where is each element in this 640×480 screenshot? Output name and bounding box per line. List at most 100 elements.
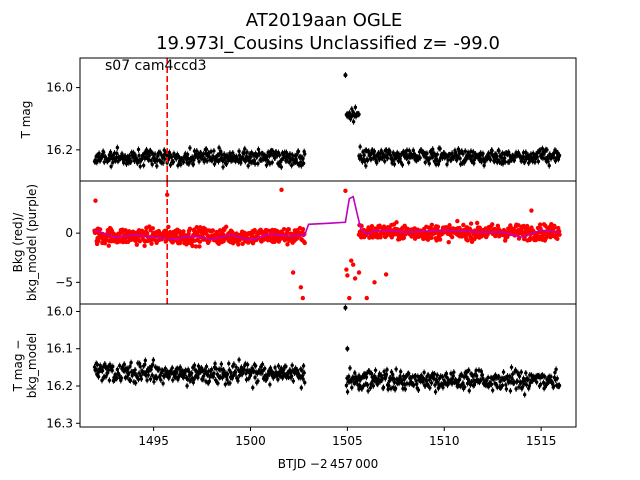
flux-point — [351, 120, 356, 124]
corrected-flux-point — [384, 372, 389, 377]
corrected-flux-point — [517, 385, 521, 389]
flux-point — [279, 165, 284, 169]
corrected-flux-point — [422, 370, 426, 375]
corrected-flux-point — [467, 389, 471, 393]
bkg-model-line — [94, 195, 560, 241]
flux-point — [136, 147, 141, 152]
bkg-point — [533, 237, 539, 243]
corrected-flux-point — [300, 374, 305, 378]
corrected-flux-point — [343, 305, 348, 310]
bkg-point — [378, 235, 383, 240]
corrected-flux-point — [519, 370, 523, 374]
x-tick-label: 1505 — [332, 434, 363, 448]
corrected-flux-point — [433, 390, 438, 394]
corrected-flux-point — [451, 374, 455, 378]
corrected-flux-point — [555, 376, 559, 381]
corrected-flux-point — [125, 366, 130, 371]
corrected-flux-point — [253, 375, 257, 380]
bkg-point — [252, 227, 257, 233]
corrected-flux-point — [203, 369, 208, 373]
corrected-flux-point — [444, 371, 449, 376]
corrected-flux-point — [474, 368, 478, 373]
corrected-flux-point — [152, 380, 156, 384]
corrected-flux-point — [364, 375, 369, 379]
flux-point — [450, 151, 454, 155]
corrected-flux-point — [369, 382, 373, 386]
bkg-point — [281, 227, 287, 232]
corrected-flux-point — [137, 361, 142, 366]
flux-point — [150, 162, 154, 167]
flux-point — [488, 158, 493, 162]
corrected-flux-point — [209, 367, 214, 372]
corrected-flux-point — [542, 374, 547, 379]
corrected-flux-point — [489, 382, 494, 387]
corrected-flux-point — [242, 368, 246, 372]
corrected-flux-point — [236, 379, 240, 383]
flux-point — [289, 163, 294, 168]
bkg-point — [97, 227, 103, 232]
flux-point — [365, 158, 370, 163]
corrected-flux-point — [480, 373, 485, 377]
corrected-flux-point — [522, 392, 527, 397]
corrected-flux-point — [115, 367, 120, 372]
corrected-flux-point — [127, 371, 131, 375]
corrected-flux-point — [416, 388, 421, 392]
corrected-flux-point — [387, 383, 391, 388]
corrected-flux-point — [461, 381, 465, 385]
flux-point — [155, 164, 159, 168]
flux-point — [379, 149, 383, 153]
corrected-flux-point — [445, 383, 450, 387]
flux-point — [362, 153, 366, 157]
x-tick-label: 1495 — [138, 434, 169, 448]
corrected-flux-point — [380, 376, 385, 381]
corrected-flux-point — [348, 366, 352, 370]
corrected-flux-point — [173, 375, 178, 379]
corrected-flux-point — [149, 367, 153, 372]
bkg-point — [150, 226, 156, 231]
flux-point — [535, 155, 539, 159]
bkg-point — [134, 242, 140, 247]
corrected-flux-point — [212, 371, 216, 376]
flux-point — [547, 163, 551, 168]
flux-point — [472, 161, 476, 165]
corrected-flux-point — [366, 389, 370, 393]
flux-point — [290, 153, 294, 157]
corrected-flux-point — [524, 371, 528, 375]
flux-point — [191, 162, 196, 167]
corrected-flux-point — [302, 371, 306, 375]
bkg-point — [557, 232, 562, 237]
corrected-flux-point — [213, 361, 217, 366]
corrected-flux-point — [392, 380, 397, 385]
corrected-flux-point — [207, 379, 212, 384]
corrected-flux-point — [259, 365, 263, 369]
bkg-point — [181, 229, 186, 234]
flux-point — [163, 157, 167, 161]
bkg-point — [300, 295, 306, 301]
flux-point — [217, 145, 221, 150]
bkg-point — [455, 218, 460, 224]
corrected-flux-point — [214, 367, 218, 371]
corrected-flux-point — [441, 385, 445, 390]
corrected-flux-point — [117, 364, 122, 368]
flux-point — [237, 153, 242, 157]
corrected-flux-point — [457, 378, 462, 382]
bkg-point — [345, 273, 350, 278]
bkg-point — [290, 270, 296, 275]
corrected-flux-point — [148, 377, 153, 381]
corrected-flux-point — [534, 380, 539, 384]
corrected-flux-point — [414, 379, 418, 383]
flux-point — [242, 151, 246, 156]
corrected-flux-point — [445, 375, 449, 380]
flux-point — [187, 160, 192, 165]
flux-point — [102, 160, 106, 164]
corrected-flux-point — [145, 378, 149, 382]
flux-point — [383, 159, 387, 163]
flux-point — [301, 161, 306, 166]
flux-point — [121, 161, 126, 165]
corrected-flux-point — [192, 363, 197, 367]
corrected-flux-point — [256, 379, 260, 383]
flux-point — [115, 151, 119, 156]
corrected-flux-point — [538, 382, 543, 387]
corrected-flux-point — [497, 375, 501, 379]
flux-point — [463, 149, 467, 153]
